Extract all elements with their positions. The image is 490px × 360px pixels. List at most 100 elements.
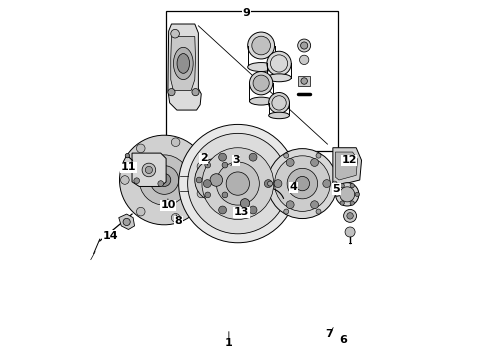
Text: 6: 6 [340, 334, 347, 345]
Circle shape [172, 213, 180, 222]
Circle shape [298, 39, 311, 52]
Circle shape [332, 181, 337, 186]
Circle shape [240, 199, 250, 208]
Circle shape [311, 158, 319, 166]
Circle shape [284, 153, 289, 158]
Circle shape [205, 162, 211, 168]
Ellipse shape [336, 183, 359, 206]
Ellipse shape [189, 152, 244, 208]
Circle shape [158, 181, 164, 186]
Polygon shape [168, 24, 201, 110]
Text: 12: 12 [341, 155, 357, 165]
Text: 3: 3 [232, 155, 240, 165]
Circle shape [355, 192, 359, 197]
Circle shape [222, 192, 228, 198]
Circle shape [136, 144, 145, 153]
Ellipse shape [216, 162, 259, 205]
Circle shape [323, 180, 331, 188]
Circle shape [316, 209, 321, 214]
Ellipse shape [287, 168, 318, 199]
Circle shape [172, 138, 180, 147]
Circle shape [249, 206, 257, 214]
Circle shape [222, 162, 228, 168]
Ellipse shape [173, 47, 193, 80]
Circle shape [134, 178, 140, 184]
Circle shape [345, 227, 355, 237]
Circle shape [249, 153, 257, 161]
Polygon shape [132, 153, 166, 186]
Polygon shape [298, 76, 310, 86]
Circle shape [265, 180, 272, 188]
Ellipse shape [267, 51, 291, 76]
Ellipse shape [202, 148, 274, 220]
Circle shape [205, 192, 211, 198]
Circle shape [196, 177, 202, 183]
Ellipse shape [274, 156, 330, 211]
Bar [166, 12, 338, 151]
Circle shape [274, 180, 282, 188]
Circle shape [158, 174, 171, 186]
Text: 10: 10 [160, 200, 175, 210]
Ellipse shape [269, 112, 290, 119]
Circle shape [284, 209, 289, 214]
Circle shape [203, 180, 211, 188]
Circle shape [300, 42, 308, 49]
Circle shape [123, 219, 130, 226]
Circle shape [335, 192, 339, 197]
Ellipse shape [177, 54, 190, 73]
Text: 4: 4 [290, 182, 297, 192]
Circle shape [299, 55, 309, 64]
Circle shape [347, 213, 353, 219]
Text: 11: 11 [121, 162, 136, 172]
Ellipse shape [249, 97, 273, 105]
Polygon shape [171, 37, 196, 90]
Circle shape [350, 201, 354, 205]
Ellipse shape [142, 163, 156, 177]
Ellipse shape [252, 36, 270, 55]
Ellipse shape [146, 166, 152, 174]
Ellipse shape [247, 32, 274, 59]
Ellipse shape [204, 167, 229, 193]
Ellipse shape [267, 74, 291, 82]
Circle shape [231, 177, 236, 183]
Circle shape [340, 201, 344, 205]
Circle shape [286, 201, 294, 209]
Circle shape [139, 155, 190, 205]
Polygon shape [119, 214, 135, 229]
Polygon shape [120, 135, 208, 225]
Ellipse shape [295, 176, 310, 191]
Circle shape [286, 158, 294, 166]
Text: 7: 7 [325, 329, 333, 339]
Circle shape [121, 176, 129, 184]
Circle shape [136, 207, 145, 216]
Ellipse shape [340, 187, 355, 202]
Circle shape [168, 89, 175, 96]
Ellipse shape [188, 134, 288, 234]
Text: 5: 5 [333, 184, 340, 194]
Polygon shape [335, 152, 358, 180]
Text: 9: 9 [243, 8, 251, 18]
Circle shape [197, 162, 206, 171]
Circle shape [150, 166, 179, 194]
Ellipse shape [269, 93, 290, 113]
Circle shape [192, 89, 199, 96]
Text: 8: 8 [175, 216, 183, 226]
Polygon shape [333, 148, 362, 185]
Text: 2: 2 [200, 153, 208, 163]
Ellipse shape [226, 172, 249, 195]
Circle shape [311, 201, 319, 209]
Ellipse shape [268, 149, 337, 219]
Ellipse shape [247, 63, 274, 72]
Text: 1: 1 [225, 338, 233, 348]
Circle shape [171, 30, 179, 38]
Text: 14: 14 [103, 231, 118, 240]
Circle shape [197, 189, 206, 198]
Circle shape [316, 153, 321, 158]
Ellipse shape [253, 75, 269, 91]
Circle shape [268, 181, 272, 186]
Circle shape [343, 210, 357, 222]
Circle shape [301, 78, 307, 84]
Ellipse shape [179, 125, 297, 243]
Circle shape [219, 206, 226, 214]
Text: 13: 13 [234, 207, 249, 217]
